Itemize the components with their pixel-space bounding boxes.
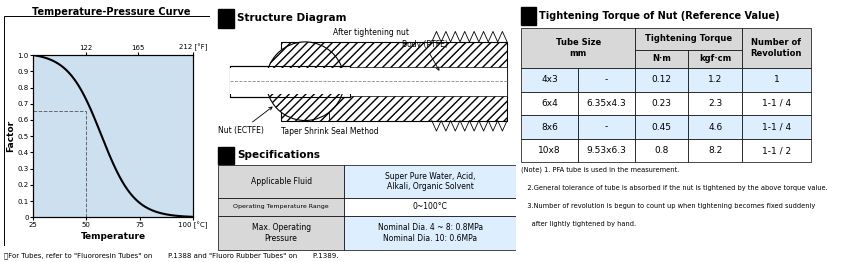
Bar [217, 147, 235, 164]
Text: kgf·cm: kgf·cm [699, 54, 731, 63]
Text: 0.8: 0.8 [655, 146, 669, 155]
Text: (Note) 1. PFA tube is used in the measurement.: (Note) 1. PFA tube is used in the measur… [521, 166, 680, 173]
Text: Tube Size
mm: Tube Size mm [556, 38, 601, 58]
Bar [217, 216, 345, 250]
Text: 3.Number of revolution is begun to count up when tightening becomes fixed sudden: 3.Number of revolution is begun to count… [521, 203, 816, 209]
Text: 0.23: 0.23 [652, 99, 672, 108]
Bar [688, 50, 742, 68]
Text: 6x4: 6x4 [541, 99, 558, 108]
Bar [345, 165, 516, 198]
Text: 1.2: 1.2 [708, 75, 722, 84]
Bar [229, 66, 351, 97]
Text: Nominal Dia. 4 ~ 8: 0.8MPa
Nominal Dia. 10: 0.6MPa: Nominal Dia. 4 ~ 8: 0.8MPa Nominal Dia. … [378, 223, 483, 243]
Text: 6.35x4.3: 6.35x4.3 [587, 99, 626, 108]
Bar [688, 115, 742, 139]
Text: 10x8: 10x8 [539, 146, 561, 155]
Text: N·m: N·m [652, 54, 671, 63]
Text: 1: 1 [773, 75, 779, 84]
Bar [281, 42, 507, 121]
Text: 8.2: 8.2 [708, 146, 722, 155]
Bar [578, 139, 635, 162]
Ellipse shape [266, 42, 345, 121]
Bar [635, 115, 688, 139]
Text: Number of
Revolution: Number of Revolution [751, 38, 802, 58]
Bar [521, 7, 536, 25]
Bar [217, 9, 235, 28]
Text: Max. Operating
Pressure: Max. Operating Pressure [251, 223, 311, 243]
Text: Taper Shrink Seal Method: Taper Shrink Seal Method [281, 108, 378, 135]
Bar [635, 68, 688, 92]
Text: Specifications: Specifications [237, 150, 320, 160]
Bar [345, 216, 516, 250]
Bar [578, 115, 635, 139]
Bar [281, 67, 507, 96]
Text: 0.12: 0.12 [652, 75, 672, 84]
Text: 4.6: 4.6 [708, 123, 722, 132]
Text: Tightening Torque: Tightening Torque [645, 34, 732, 43]
Text: 2.3: 2.3 [708, 99, 722, 108]
Text: -: - [605, 75, 608, 84]
Bar [742, 115, 811, 139]
Text: Applicable Fluid: Applicable Fluid [250, 177, 312, 186]
Bar [635, 92, 688, 115]
Bar [229, 68, 380, 94]
Text: 1-1 / 2: 1-1 / 2 [762, 146, 791, 155]
Bar [578, 68, 635, 92]
Text: 0.45: 0.45 [652, 123, 672, 132]
Bar [742, 92, 811, 115]
Bar [688, 68, 742, 92]
Bar [635, 139, 688, 162]
Bar [217, 198, 345, 216]
Bar [635, 50, 688, 68]
Bar [521, 115, 578, 139]
X-axis label: Temperature: Temperature [81, 232, 145, 241]
Text: 1-1 / 4: 1-1 / 4 [762, 99, 791, 108]
Bar [742, 28, 811, 68]
Text: Super Pure Water, Acid,
Alkali, Organic Solvent: Super Pure Water, Acid, Alkali, Organic … [385, 172, 475, 191]
Text: 1-1 / 4: 1-1 / 4 [762, 123, 791, 132]
Bar [578, 92, 635, 115]
Text: Temperature-Pressure Curve: Temperature-Pressure Curve [31, 7, 191, 17]
Bar [688, 139, 742, 162]
Y-axis label: Factor: Factor [6, 120, 15, 152]
Text: -: - [605, 123, 608, 132]
Bar [635, 28, 742, 50]
Text: 8x6: 8x6 [541, 123, 559, 132]
Bar [521, 68, 578, 92]
Bar [742, 139, 811, 162]
Text: Structure Diagram: Structure Diagram [237, 13, 347, 23]
Text: ⓘFor Tubes, refer to "Fluororesin Tubes" on       P.1388 and "Fluoro Rubber Tube: ⓘFor Tubes, refer to "Fluororesin Tubes"… [4, 253, 339, 259]
Bar [521, 92, 578, 115]
Bar [521, 139, 578, 162]
Bar [521, 28, 635, 68]
Bar [742, 68, 811, 92]
Text: After tightening nut: After tightening nut [333, 28, 410, 37]
Text: 0~100°C: 0~100°C [413, 203, 448, 211]
Bar [281, 42, 507, 121]
Text: 9.53x6.3: 9.53x6.3 [586, 146, 627, 155]
Text: Nut (ECTFE): Nut (ECTFE) [217, 107, 272, 135]
Bar [688, 92, 742, 115]
Bar [345, 198, 516, 216]
Text: after lightly tightened by hand.: after lightly tightened by hand. [521, 221, 637, 227]
Text: 4x3: 4x3 [541, 75, 558, 84]
Text: 2.General tolerance of tube is absorbed if the nut is tightened by the above tor: 2.General tolerance of tube is absorbed … [521, 185, 828, 191]
Bar [217, 165, 345, 198]
Text: Operating Temperature Range: Operating Temperature Range [233, 204, 329, 210]
Text: Tightening Torque of Nut (Reference Value): Tightening Torque of Nut (Reference Valu… [539, 11, 779, 21]
Text: Body (PTFE): Body (PTFE) [402, 40, 448, 70]
